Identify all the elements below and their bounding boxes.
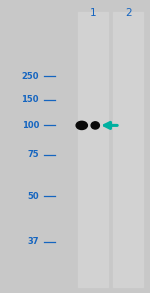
Bar: [113, 12, 143, 287]
Text: 2: 2: [125, 8, 132, 18]
Text: 75: 75: [27, 150, 39, 159]
Ellipse shape: [76, 121, 87, 130]
Text: 250: 250: [21, 72, 39, 81]
Text: 50: 50: [27, 192, 39, 201]
Text: 37: 37: [27, 237, 39, 246]
Bar: [78, 12, 108, 287]
Text: 150: 150: [21, 95, 39, 104]
Text: 100: 100: [22, 121, 39, 130]
Text: 1: 1: [90, 8, 96, 18]
Ellipse shape: [91, 122, 99, 129]
